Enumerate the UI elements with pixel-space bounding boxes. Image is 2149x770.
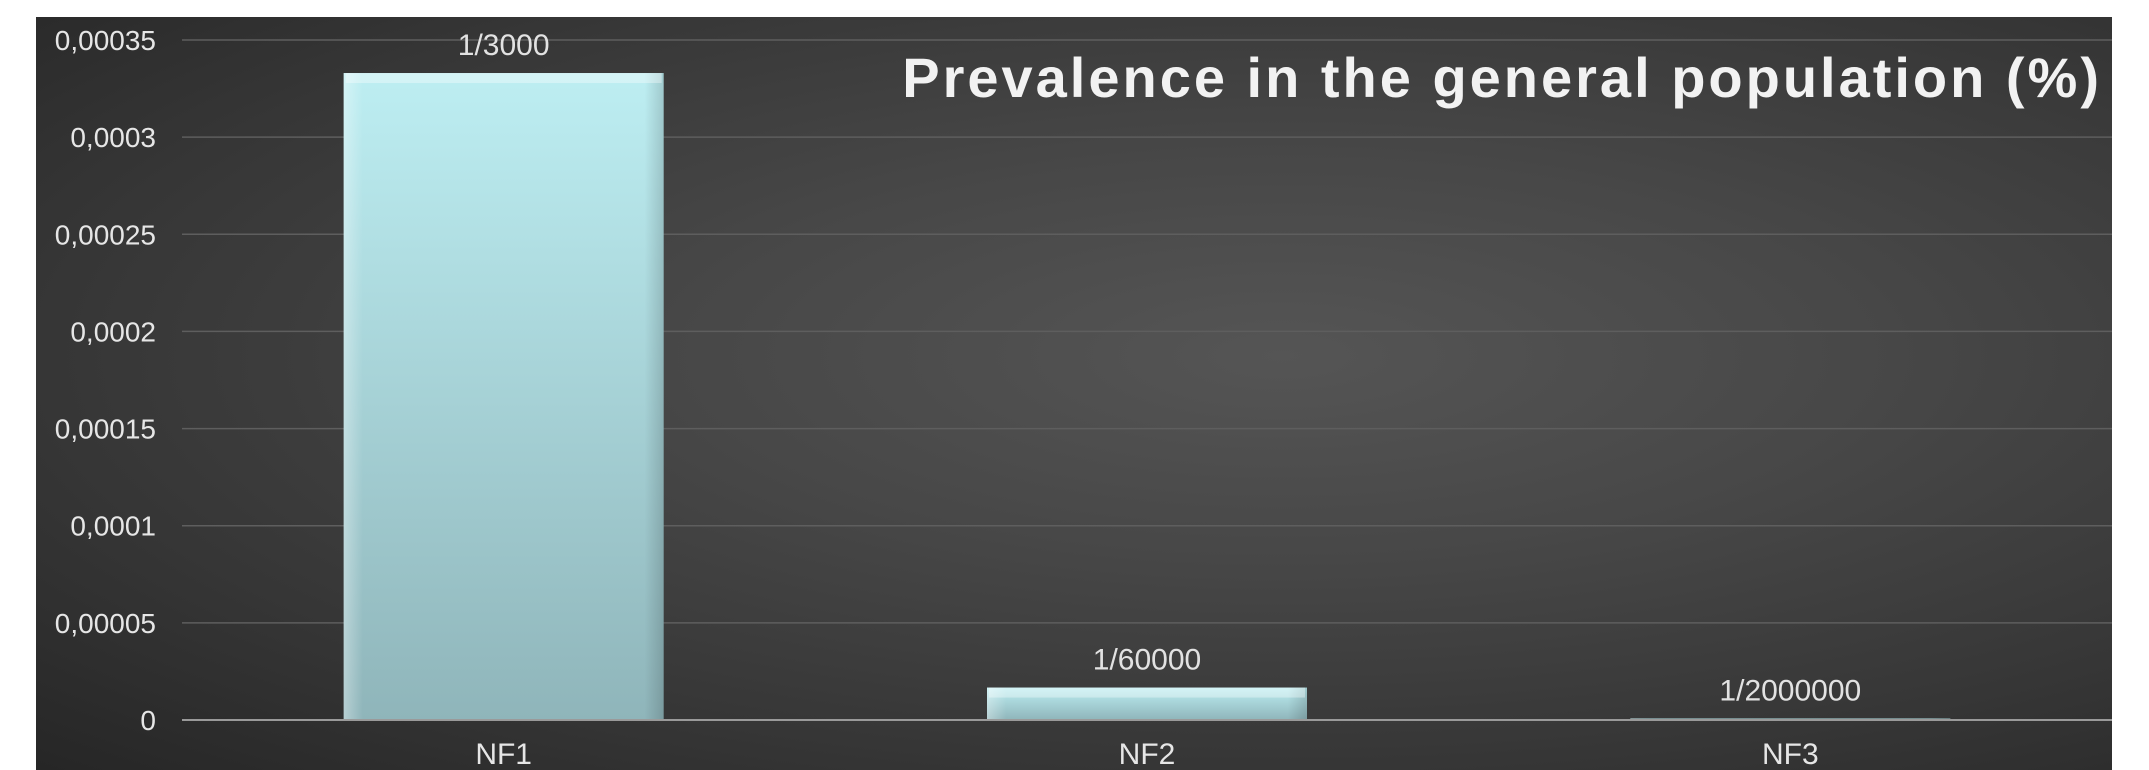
bar-chart: 0 0,00005 0,0001 0,00015 0,0002 0,00025 0,0003… <box>55 25 2112 770</box>
chart-panel: 0 0,00005 0,0001 0,00015 0,0002 0,00025 0,0003… <box>36 17 2112 770</box>
y-tick-label: 0,00005 <box>55 608 156 639</box>
y-tick-label: 0,0002 <box>70 316 156 347</box>
y-tick-label: 0,00035 <box>55 25 156 56</box>
x-tick-label-nf2: NF2 <box>1119 738 1176 770</box>
y-tick-label: 0,0003 <box>70 122 156 153</box>
bar-bevel-nf2 <box>987 687 1307 720</box>
bar-highlight-nf2 <box>989 687 1305 698</box>
x-tick-label-nf3: NF3 <box>1762 738 1819 770</box>
x-tick-label-nf1: NF1 <box>475 738 532 770</box>
bar-highlight-nf1 <box>345 73 662 84</box>
bars <box>343 73 1951 721</box>
y-axis-tick-labels: 0 0,00005 0,0001 0,00015 0,0002 0,00025 0,0003… <box>55 25 156 736</box>
y-tick-label: 0 <box>140 705 156 736</box>
x-axis-category-labels: NF1 NF2 NF3 <box>475 738 1818 770</box>
y-tick-label: 0,00015 <box>55 414 156 445</box>
data-labels: 1/3000 1/60000 1/2000000 <box>458 29 1861 707</box>
y-tick-label: 0,00025 <box>55 219 156 250</box>
chart-title: Prevalence in the general population (%) <box>902 46 2102 109</box>
data-label-nf3: 1/2000000 <box>1719 675 1861 708</box>
data-label-nf2: 1/60000 <box>1093 644 1201 677</box>
bar-bevel-nf1 <box>343 73 664 721</box>
y-tick-label: 0,0001 <box>70 511 156 542</box>
data-label-nf1: 1/3000 <box>458 29 550 62</box>
